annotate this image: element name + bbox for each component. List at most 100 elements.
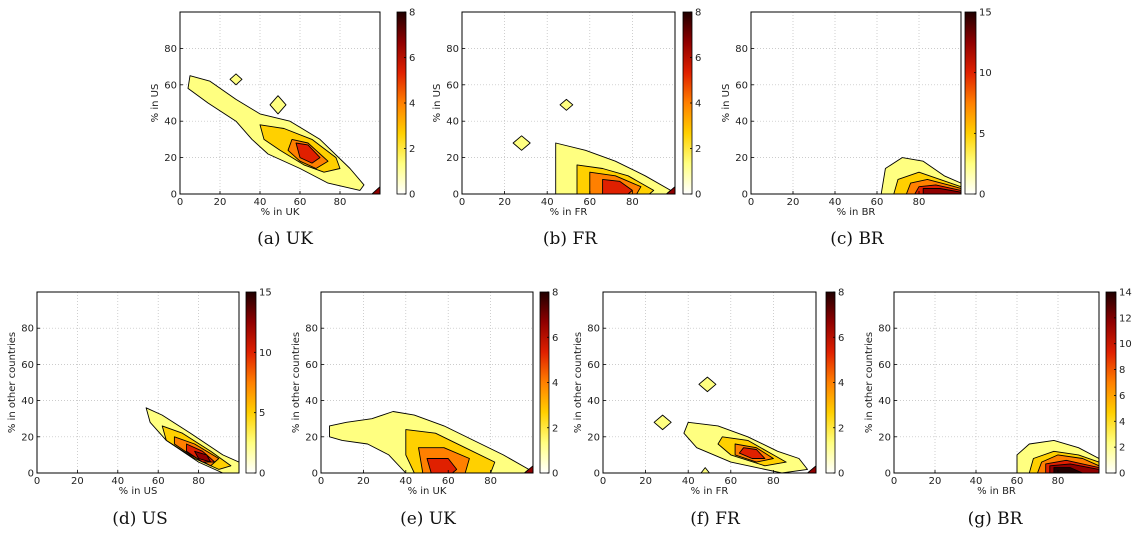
axes-frame bbox=[320, 291, 534, 474]
y-tick-label: 60 bbox=[21, 360, 34, 371]
x-tick-label: 60 bbox=[871, 197, 884, 208]
x-axis-label: % in US bbox=[119, 486, 158, 497]
x-tick-label: 40 bbox=[829, 197, 842, 208]
colorbar-tick-label: 0 bbox=[695, 190, 701, 201]
panel-1: 0 20 40 60 80 0 20 40 60 80 % in UK % in US 0 2 4 6 8 (a)… bbox=[150, 8, 415, 250]
y-tick-label: 0 bbox=[28, 469, 34, 480]
y-tick-label: 80 bbox=[587, 324, 600, 335]
y-tick-label: 60 bbox=[735, 80, 748, 91]
panel-2: 0 20 40 60 80 0 20 40 60 80 % in FR % in US 0 2 4 6 8 (b)… bbox=[432, 8, 701, 250]
colorbar-tick-label: 10 bbox=[259, 348, 272, 359]
colorbar-tick-label: 5 bbox=[979, 129, 985, 140]
colorbar-tick-label: 8 bbox=[552, 288, 558, 299]
colorbar-tick-label: 10 bbox=[1119, 339, 1132, 350]
colorbar-tick-label: 12 bbox=[1119, 313, 1132, 324]
y-tick-label: 20 bbox=[878, 432, 891, 443]
x-axis-label: % in UK bbox=[261, 207, 300, 218]
colorbar-tick-label: 4 bbox=[695, 99, 701, 110]
plot-area bbox=[894, 292, 1099, 473]
x-axis-label: % in BR bbox=[837, 207, 876, 218]
contour-layer bbox=[880, 157, 961, 194]
colorbar-tick-label: 6 bbox=[695, 53, 701, 64]
contour-level-5 bbox=[524, 465, 533, 473]
y-tick-label: 60 bbox=[446, 80, 459, 91]
y-tick-label: 0 bbox=[594, 469, 600, 480]
x-tick-label: 0 bbox=[891, 476, 897, 487]
axes-frame bbox=[36, 291, 240, 474]
contour-level-1 bbox=[653, 414, 672, 431]
y-tick-label: 40 bbox=[21, 396, 34, 407]
x-axis-label: % in UK bbox=[408, 486, 447, 497]
x-tick-label: 60 bbox=[152, 476, 165, 487]
axes-frame bbox=[602, 291, 817, 474]
y-tick-label: 20 bbox=[21, 432, 34, 443]
axes-frame bbox=[893, 291, 1100, 474]
colorbar-tick-label: 10 bbox=[979, 68, 992, 79]
colorbar-tick-label: 8 bbox=[838, 288, 844, 299]
colorbar-tick-label: 0 bbox=[552, 469, 558, 480]
contour-level-1 bbox=[559, 98, 574, 111]
y-tick-label: 60 bbox=[164, 80, 177, 91]
colorbar-tick-label: 4 bbox=[838, 378, 844, 389]
x-tick-label: 80 bbox=[913, 197, 926, 208]
x-tick-label: 20 bbox=[787, 197, 800, 208]
contour-level-5 bbox=[666, 186, 675, 194]
x-tick-label: 20 bbox=[357, 476, 370, 487]
colorbar-tick-label: 14 bbox=[1119, 288, 1132, 299]
x-tick-label: 0 bbox=[748, 197, 754, 208]
axes-frame bbox=[750, 11, 962, 195]
colorbar-tick-label: 2 bbox=[695, 144, 701, 155]
y-tick-label: 60 bbox=[878, 360, 891, 371]
y-axis-label: % in other countries bbox=[291, 332, 302, 433]
x-tick-label: 0 bbox=[318, 476, 324, 487]
y-tick-label: 80 bbox=[305, 324, 318, 335]
contour-layer bbox=[512, 98, 675, 194]
y-tick-label: 20 bbox=[305, 432, 318, 443]
contour-layer bbox=[145, 407, 239, 473]
y-tick-label: 20 bbox=[587, 432, 600, 443]
axes-frame bbox=[179, 11, 381, 195]
x-axis-label: % in FR bbox=[691, 486, 729, 497]
y-axis-label: % in US bbox=[721, 84, 732, 123]
y-tick-label: 40 bbox=[305, 396, 318, 407]
x-tick-label: 60 bbox=[724, 476, 737, 487]
colorbar-tick-label: 6 bbox=[838, 333, 844, 344]
colorbar-tick-label: 15 bbox=[259, 288, 272, 299]
colorbar-tick-label: 0 bbox=[838, 469, 844, 480]
x-tick-label: 20 bbox=[498, 197, 511, 208]
y-tick-label: 0 bbox=[312, 469, 318, 480]
x-axis-label: % in FR bbox=[550, 207, 588, 218]
contour-level-1 bbox=[698, 376, 717, 393]
panel-caption: (f) FR bbox=[690, 509, 741, 529]
colorbar bbox=[1105, 291, 1117, 474]
x-tick-label: 60 bbox=[1011, 476, 1024, 487]
x-tick-label: 80 bbox=[767, 476, 780, 487]
colorbar-tick-label: 4 bbox=[1119, 417, 1125, 428]
x-tick-label: 0 bbox=[600, 476, 606, 487]
x-tick-label: 0 bbox=[459, 197, 465, 208]
colorbar-tick-label: 6 bbox=[409, 53, 415, 64]
colorbar bbox=[964, 11, 977, 195]
y-tick-label: 0 bbox=[742, 190, 748, 201]
contour-layer bbox=[329, 411, 533, 473]
x-tick-label: 0 bbox=[177, 197, 183, 208]
y-tick-label: 40 bbox=[735, 117, 748, 128]
x-tick-label: 40 bbox=[111, 476, 124, 487]
x-tick-label: 80 bbox=[626, 197, 639, 208]
y-tick-label: 80 bbox=[446, 44, 459, 55]
colorbar-tick-label: 4 bbox=[552, 378, 558, 389]
colorbar-tick-label: 0 bbox=[979, 190, 985, 201]
x-tick-label: 60 bbox=[294, 197, 307, 208]
y-axis-label: % in other countries bbox=[864, 332, 875, 433]
colorbar-tick-label: 8 bbox=[409, 8, 415, 19]
colorbar-tick-label: 0 bbox=[259, 469, 265, 480]
x-tick-label: 80 bbox=[192, 476, 205, 487]
contour-level-1 bbox=[229, 73, 243, 86]
x-tick-label: 0 bbox=[34, 476, 40, 487]
y-axis-label: % in other countries bbox=[573, 332, 584, 433]
colorbar-tick-label: 6 bbox=[1119, 391, 1125, 402]
y-tick-label: 0 bbox=[885, 469, 891, 480]
contour-level-1 bbox=[512, 135, 531, 151]
contour-layer bbox=[1016, 439, 1099, 473]
x-tick-label: 60 bbox=[442, 476, 455, 487]
